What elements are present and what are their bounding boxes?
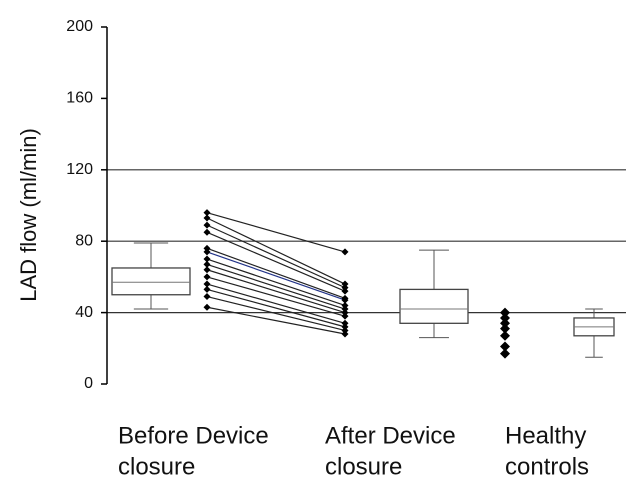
box bbox=[111, 267, 191, 296]
paired-point bbox=[341, 296, 349, 304]
y-tick-label: 0 bbox=[84, 375, 93, 392]
paired-point bbox=[341, 319, 349, 327]
paired-line bbox=[206, 217, 346, 285]
paired-point bbox=[341, 305, 349, 313]
paired-point bbox=[341, 248, 349, 256]
paired-line bbox=[206, 251, 346, 301]
y-axis-label: LAD flow (ml/min) bbox=[16, 128, 41, 302]
paired-point bbox=[203, 285, 211, 293]
paired-line bbox=[206, 263, 346, 310]
control-point bbox=[500, 323, 510, 334]
paired-line bbox=[206, 247, 346, 299]
category-label: After Device bbox=[325, 422, 456, 449]
paired-point bbox=[341, 323, 349, 331]
paired-point bbox=[203, 255, 211, 263]
control-point bbox=[500, 318, 510, 329]
paired-point bbox=[203, 248, 211, 256]
y-tick-label: 80 bbox=[75, 232, 93, 249]
control-point bbox=[500, 307, 510, 318]
paired-point bbox=[203, 303, 211, 311]
paired-point bbox=[203, 209, 211, 217]
control-point bbox=[500, 330, 510, 341]
paired-point bbox=[341, 309, 349, 317]
y-tick-label: 200 bbox=[66, 18, 93, 35]
paired-point bbox=[341, 280, 349, 288]
paired-line bbox=[206, 283, 346, 324]
paired-point bbox=[341, 312, 349, 320]
y-tick-label: 120 bbox=[66, 161, 93, 178]
category-label: controls bbox=[505, 453, 589, 480]
paired-point bbox=[341, 326, 349, 334]
paired-point bbox=[203, 260, 211, 268]
paired-line bbox=[206, 212, 346, 253]
paired-line bbox=[206, 231, 346, 292]
paired-point bbox=[203, 266, 211, 274]
paired-point bbox=[203, 273, 211, 281]
paired-line bbox=[206, 224, 346, 289]
paired-point bbox=[203, 214, 211, 222]
paired-line bbox=[206, 306, 346, 335]
paired-point bbox=[203, 221, 211, 229]
paired-point bbox=[203, 293, 211, 301]
y-tick-label: 40 bbox=[75, 304, 93, 321]
paired-point bbox=[203, 280, 211, 288]
category-label: closure bbox=[325, 453, 402, 480]
paired-point bbox=[341, 301, 349, 309]
control-point bbox=[500, 312, 510, 323]
y-tick-label: 160 bbox=[66, 90, 93, 107]
control-point bbox=[500, 341, 510, 352]
box bbox=[399, 288, 469, 324]
paired-line bbox=[206, 276, 346, 317]
paired-line bbox=[206, 258, 346, 307]
control-point bbox=[500, 348, 510, 359]
paired-point bbox=[341, 287, 349, 295]
paired-line bbox=[206, 269, 346, 314]
paired-line bbox=[206, 295, 346, 332]
category-label: Healthy bbox=[505, 422, 586, 449]
paired-line bbox=[206, 288, 346, 328]
paired-point bbox=[341, 330, 349, 338]
paired-point bbox=[203, 244, 211, 252]
category-label: closure bbox=[118, 453, 195, 480]
paired-point bbox=[341, 284, 349, 292]
category-label: Before Device bbox=[118, 422, 269, 449]
paired-point bbox=[203, 228, 211, 236]
